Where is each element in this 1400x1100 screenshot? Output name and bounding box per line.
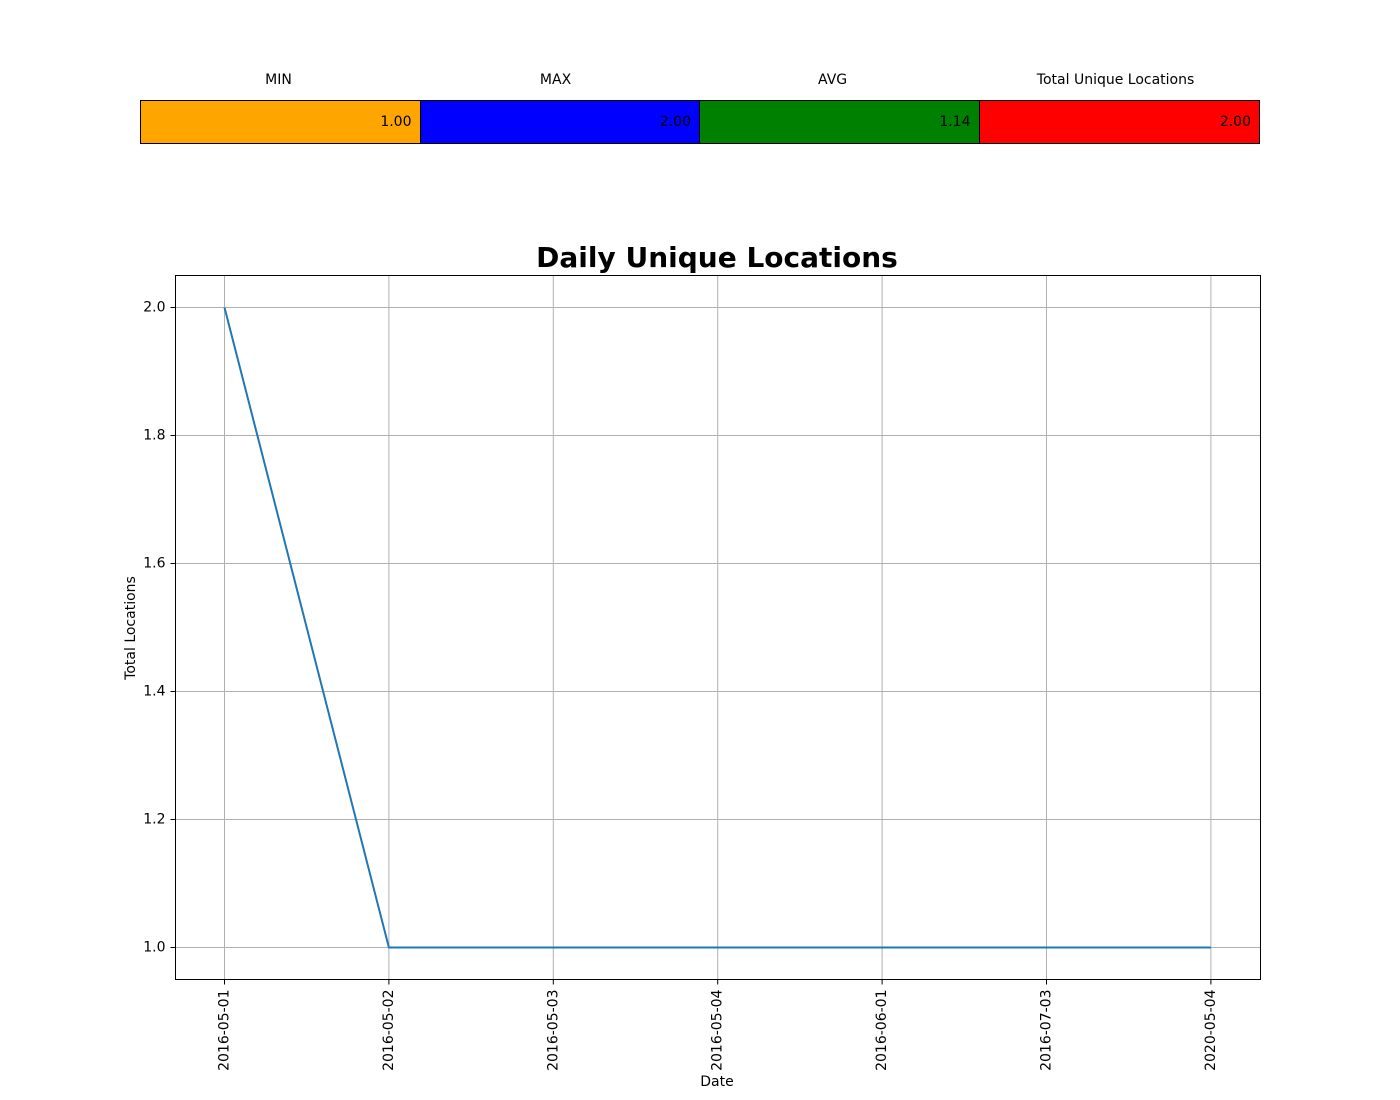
stats-value-min: 1.00 [141, 101, 421, 143]
stats-value-max: 2.00 [420, 101, 700, 143]
y-tick-label: 2.0 [143, 300, 165, 316]
stats-value-row: 1.00 2.00 1.14 2.00 [140, 100, 1260, 144]
y-tick-label: 1.8 [143, 428, 165, 444]
x-tick-label: 2016-06-01 [874, 990, 890, 1071]
grid [175, 275, 1261, 980]
stats-header-row: MIN MAX AVG Total Unique Locations [140, 60, 1260, 100]
y-tick-label: 1.0 [143, 940, 165, 956]
stats-value-avg: 1.14 [700, 101, 980, 143]
y-axis-label: Total Locations [123, 576, 139, 681]
x-axis-label: Date [700, 1074, 733, 1090]
x-tick-label: 2016-05-03 [545, 990, 561, 1071]
x-tick-label: 2016-05-02 [381, 990, 397, 1071]
series-layer [223, 307, 1211, 949]
x-tick-label: 2016-07-03 [1039, 990, 1055, 1071]
x-tick-label: 2016-05-04 [710, 989, 726, 1070]
stats-header-avg: AVG [818, 72, 848, 88]
y-tick-label: 1.2 [143, 812, 165, 828]
x-tick-label: 2020-05-04 [1203, 989, 1219, 1070]
stats-header-total: Total Unique Locations [1036, 72, 1195, 88]
stats-header-min: MIN [265, 72, 292, 88]
x-tick-label: 2016-05-01 [217, 990, 233, 1071]
x-axis-ticks: 2016-05-01 2016-05-02 2016-05-03 2016-05-04… [217, 979, 1219, 1071]
chart-title: Daily Unique Locations [536, 241, 898, 274]
series-line [223, 307, 1211, 949]
stats-value-total: 2.00 [979, 101, 1259, 143]
summary-stats-table: MIN MAX AVG Total Unique Locations 1.00 … [140, 60, 1260, 144]
stats-header-max: MAX [539, 72, 572, 88]
y-tick-label: 1.4 [143, 684, 165, 700]
y-axis-ticks: 1.0 1.2 1.4 1.6 1.8 2.0 [143, 300, 176, 956]
y-tick-label: 1.6 [143, 556, 165, 572]
